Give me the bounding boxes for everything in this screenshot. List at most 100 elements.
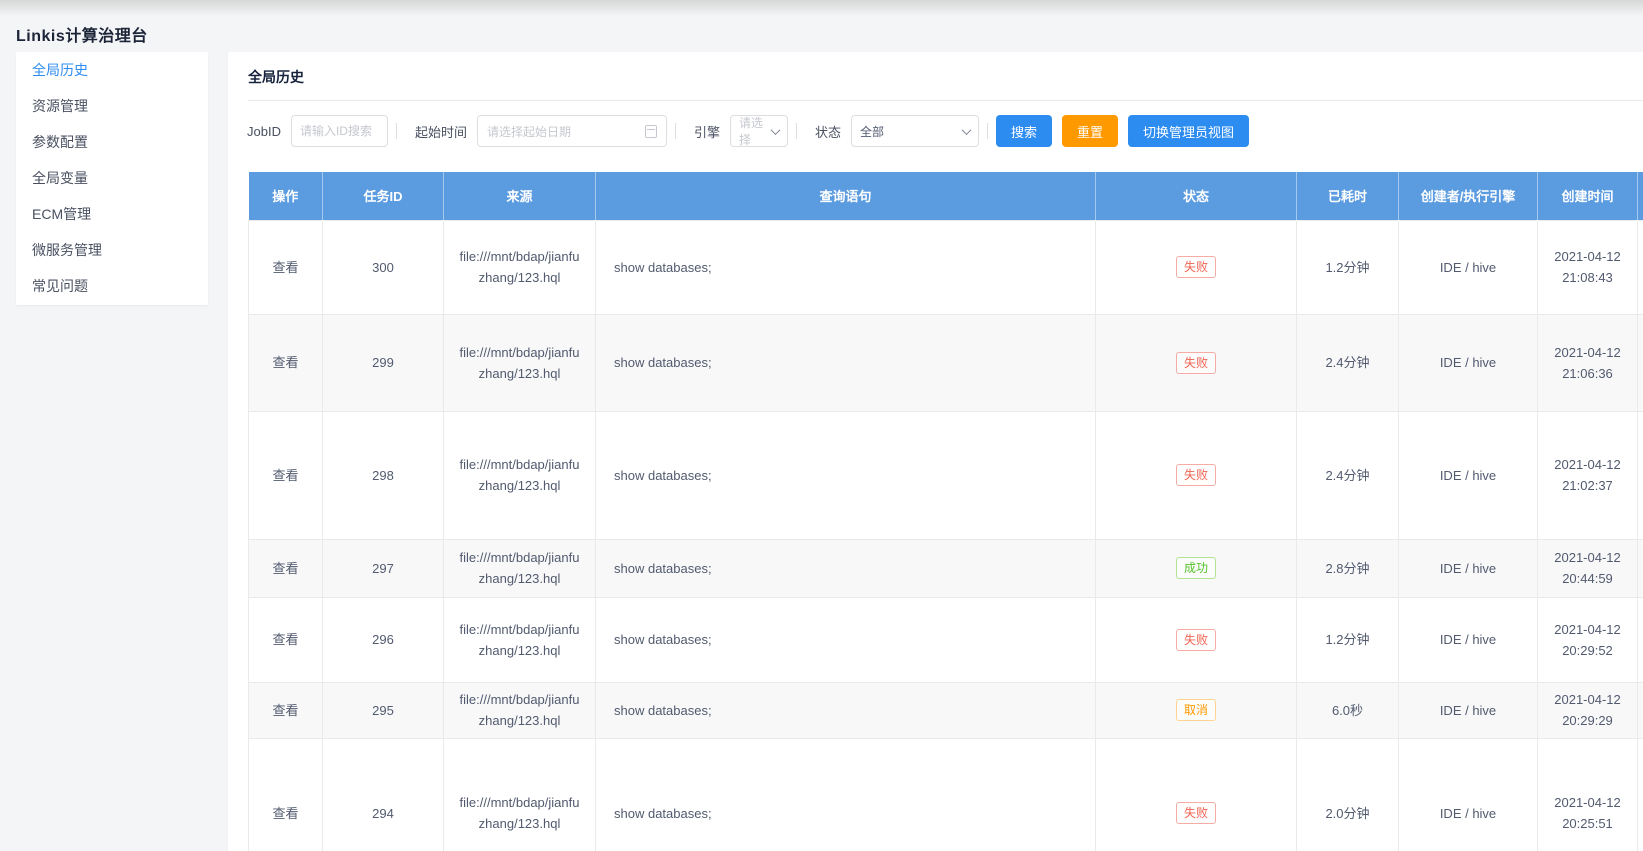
task-id-cell: 296 (322, 596, 444, 683)
status-cell: 取消 (1095, 681, 1297, 739)
chevron-down-icon (770, 124, 781, 135)
sidebar-item[interactable]: 参数配置 (16, 124, 208, 160)
table-row: 查看 297 file:///mnt/bdap/jianfuzhang/123.… (248, 538, 1643, 598)
sidebar-item[interactable]: ECM管理 (16, 196, 208, 232)
col-header-extra (1637, 172, 1643, 220)
task-id-cell: 295 (322, 681, 444, 739)
creator-cell: IDE / hive (1398, 410, 1538, 540)
view-link[interactable]: 查看 (272, 355, 299, 370)
task-id-cell: 299 (322, 313, 444, 412)
query-cell: show databases; (595, 737, 1096, 851)
main-panel: 全局历史 JobID 起始时间 请选择起始日期 引擎 请选择 状态 全部 搜索 … (228, 52, 1643, 851)
creator-cell: IDE / hive (1398, 219, 1538, 315)
created-time-cell: 2021-04-12 21:02:37 (1537, 410, 1638, 540)
table-row: 查看 296 file:///mnt/bdap/jianfuzhang/123.… (248, 596, 1643, 683)
sidebar-item[interactable]: 微服务管理 (16, 232, 208, 268)
created-time-cell: 2021-04-12 21:06:36 (1537, 313, 1638, 412)
sidebar-item[interactable]: 常见问题 (16, 268, 208, 304)
query-cell: show databases; (595, 596, 1096, 683)
creator-cell: IDE / hive (1398, 681, 1538, 739)
app-title: Linkis计算治理台 (16, 28, 148, 45)
reset-button[interactable]: 重置 (1062, 115, 1119, 147)
table-row: 查看 299 file:///mnt/bdap/jianfuzhang/123.… (248, 313, 1643, 412)
view-link[interactable]: 查看 (272, 702, 299, 718)
col-header-created: 创建时间 (1537, 172, 1638, 220)
engine-select-value: 请选择 (739, 116, 764, 147)
source-cell: file:///mnt/bdap/jianfuzhang/123.hql (443, 596, 596, 683)
view-link[interactable]: 查看 (272, 259, 299, 275)
status-badge: 失败 (1175, 802, 1216, 824)
extra-cell (1637, 681, 1643, 739)
task-id-cell: 297 (322, 538, 444, 598)
source-cell: file:///mnt/bdap/jianfuzhang/123.hql (443, 737, 596, 851)
elapsed-cell: 2.4分钟 (1296, 313, 1399, 412)
sidebar-item-label: 微服务管理 (32, 242, 102, 258)
sidebar-item-label: ECM管理 (32, 206, 92, 222)
sidebar-item[interactable]: 全局历史 (16, 52, 208, 88)
sidebar-item-label: 参数配置 (32, 134, 88, 150)
start-date-input[interactable]: 请选择起始日期 (476, 115, 667, 147)
status-select[interactable]: 全部 (851, 115, 980, 147)
sidebar: 全局历史 资源管理 参数配置 全局变量 ECM管理 微服务管理 常见问题 (16, 52, 208, 305)
jobid-input[interactable] (290, 115, 388, 147)
sidebar-item-label: 全局历史 (32, 62, 88, 78)
elapsed-cell: 6.0秒 (1296, 681, 1399, 739)
sidebar-item-label: 常见问题 (32, 278, 88, 294)
query-cell: show databases; (595, 219, 1096, 315)
sidebar-item[interactable]: 资源管理 (16, 88, 208, 124)
topbar: Linkis计算治理台 (0, 0, 1643, 52)
extra-cell (1637, 538, 1643, 598)
sidebar-nav: 全局历史 资源管理 参数配置 全局变量 ECM管理 微服务管理 常见问题 (16, 52, 208, 304)
sidebar-item-label: 全局变量 (32, 170, 88, 186)
col-header-elapsed: 已耗时 (1296, 172, 1399, 220)
switch-admin-view-button[interactable]: 切换管理员视图 (1128, 115, 1250, 147)
history-table-body: 查看 300 file:///mnt/bdap/jianfuzhang/123.… (248, 219, 1643, 851)
table-row: 查看 294 file:///mnt/bdap/jianfuzhang/123.… (248, 737, 1643, 851)
action-cell: 查看 (248, 219, 323, 315)
created-time-cell: 2021-04-12 21:08:43 (1537, 219, 1638, 315)
creator-cell: IDE / hive (1398, 538, 1538, 598)
view-link[interactable]: 查看 (272, 805, 299, 821)
col-header-task-id: 任务ID (322, 172, 444, 220)
source-cell: file:///mnt/bdap/jianfuzhang/123.hql (443, 538, 596, 598)
divider (674, 123, 676, 139)
status-badge: 失败 (1175, 628, 1216, 651)
extra-cell (1637, 596, 1643, 683)
start-date-placeholder: 请选择起始日期 (486, 124, 571, 139)
table-row: 查看 300 file:///mnt/bdap/jianfuzhang/123.… (248, 219, 1643, 315)
status-cell: 失败 (1095, 737, 1297, 851)
search-button[interactable]: 搜索 (996, 115, 1053, 147)
created-time-cell: 2021-04-12 20:25:51 (1537, 737, 1638, 851)
elapsed-cell: 2.8分钟 (1296, 538, 1399, 598)
engine-select[interactable]: 请选择 (730, 115, 788, 147)
table-header-row: 操作 任务ID 来源 查询语句 状态 已耗时 创建者/执行引擎 创建时间 (248, 172, 1643, 220)
col-header-source: 来源 (443, 172, 596, 220)
task-id-cell: 294 (322, 737, 444, 851)
status-badge: 失败 (1175, 256, 1216, 278)
view-link[interactable]: 查看 (272, 632, 299, 647)
col-header-status: 状态 (1095, 172, 1297, 220)
extra-cell (1637, 219, 1643, 315)
jobid-label: JobID (247, 123, 281, 139)
view-link[interactable]: 查看 (272, 467, 299, 483)
elapsed-cell: 1.2分钟 (1296, 219, 1399, 315)
view-link[interactable]: 查看 (272, 560, 299, 576)
elapsed-cell: 2.0分钟 (1296, 737, 1399, 851)
source-cell: file:///mnt/bdap/jianfuzhang/123.hql (443, 681, 596, 739)
status-select-value: 全部 (860, 124, 885, 139)
created-time-cell: 2021-04-12 20:29:52 (1537, 596, 1638, 683)
col-header-action: 操作 (248, 172, 323, 220)
elapsed-cell: 2.4分钟 (1296, 410, 1399, 540)
extra-cell (1637, 313, 1643, 412)
divider (796, 123, 797, 139)
col-header-query: 查询语句 (595, 172, 1096, 220)
action-cell: 查看 (248, 681, 323, 739)
elapsed-cell: 1.2分钟 (1296, 596, 1399, 683)
start-time-label: 起始时间 (414, 124, 467, 140)
query-cell: show databases; (595, 681, 1096, 739)
status-badge: 成功 (1175, 557, 1216, 579)
creator-cell: IDE / hive (1398, 596, 1538, 683)
sidebar-item[interactable]: 全局变量 (16, 160, 208, 196)
status-cell: 失败 (1095, 219, 1297, 315)
status-badge: 失败 (1175, 464, 1216, 486)
